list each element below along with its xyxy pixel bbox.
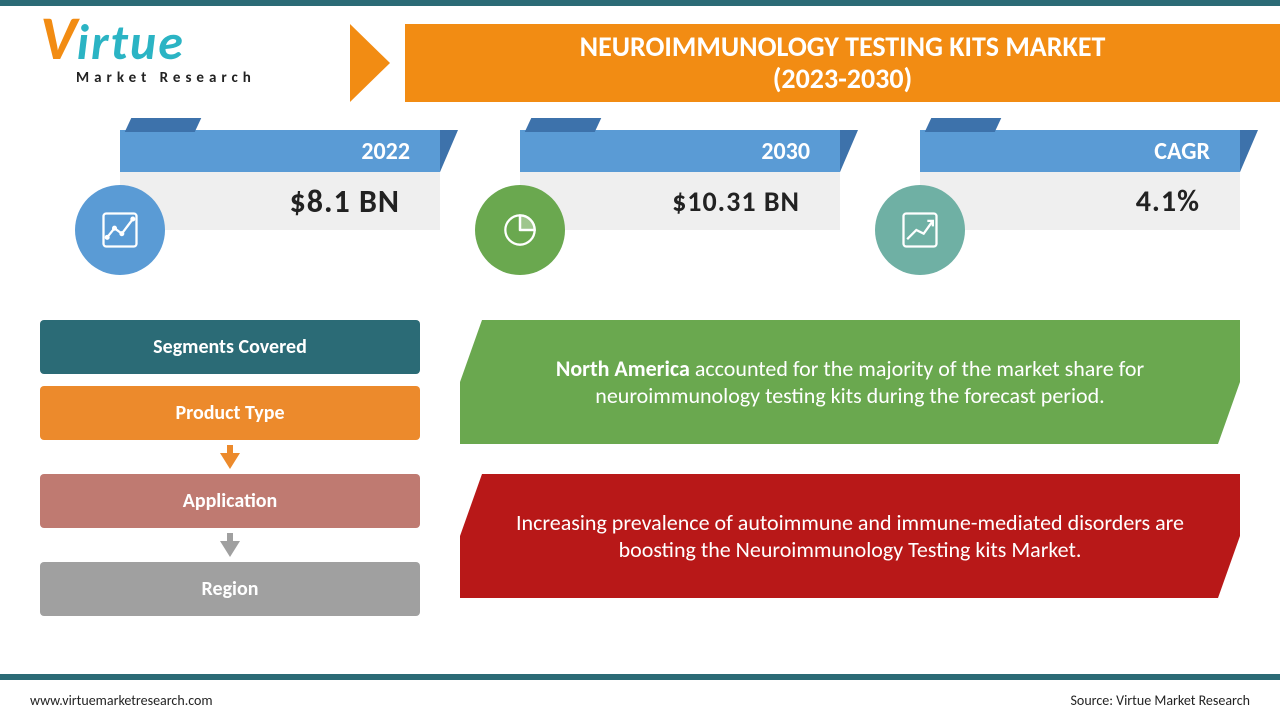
pie-chart-icon — [475, 185, 565, 275]
stat-tab: CAGR — [920, 130, 1240, 172]
callouts-panel: North America accounted for the majority… — [460, 320, 1240, 598]
segment-region: Region — [40, 562, 420, 616]
tab-decoration — [125, 118, 202, 132]
decorative-bar-top — [0, 0, 1280, 6]
callout-region: North America accounted for the majority… — [460, 320, 1240, 444]
stats-row: 2022 $8.1 BN 2030 $10.31 BN CAGR 4.1% — [0, 130, 1280, 290]
segments-panel: Segments Covered Product Type Applicatio… — [40, 320, 420, 616]
stat-year: 2030 — [761, 137, 810, 166]
callout-driver: Increasing prevalence of autoimmune and … — [460, 474, 1240, 598]
line-chart-icon — [75, 185, 165, 275]
arrow-down-icon — [40, 528, 420, 562]
title-bar: NEUROIMMUNOLOGY TESTING KITS MARKET (202… — [405, 24, 1280, 102]
logo-tagline: Market Research — [76, 69, 340, 87]
arrow-down-icon — [40, 440, 420, 474]
stat-year: CAGR — [1154, 137, 1210, 166]
stat-card-cagr: CAGR 4.1% — [920, 130, 1240, 230]
page-title: NEUROIMMUNOLOGY TESTING KITS MARKET (202… — [580, 31, 1106, 95]
segments-heading: Segments Covered — [40, 320, 420, 374]
footer: www.virtuemarketresearch.com Source: Vir… — [0, 680, 1280, 720]
segment-product-type: Product Type — [40, 386, 420, 440]
footer-url: www.virtuemarketresearch.com — [30, 692, 213, 709]
stat-year: 2022 — [361, 137, 410, 166]
stat-card-2030: 2030 $10.31 BN — [520, 130, 840, 230]
logo-rest: irtue — [77, 12, 185, 73]
callout-bold: North America — [556, 355, 690, 382]
stat-value: 4.1% — [920, 172, 1240, 230]
stat-card-2022: 2022 $8.1 BN — [120, 130, 440, 230]
logo: Virtue Market Research — [40, 12, 340, 102]
stat-value: $10.31 BN — [520, 172, 840, 230]
stat-tab: 2030 — [520, 130, 840, 172]
stat-value: $8.1 BN — [120, 172, 440, 230]
header: Virtue Market Research NEUROIMMUNOLOGY T… — [0, 12, 1280, 90]
stat-tab: 2022 — [120, 130, 440, 172]
footer-source: Source: Virtue Market Research — [1071, 692, 1251, 709]
chevron-icon — [350, 24, 390, 102]
tab-decoration — [525, 118, 602, 132]
tab-decoration — [925, 118, 1002, 132]
segment-application: Application — [40, 474, 420, 528]
infographic-page: Virtue Market Research NEUROIMMUNOLOGY T… — [0, 0, 1280, 720]
logo-initial: V — [40, 0, 77, 76]
growth-chart-icon — [875, 185, 965, 275]
callout-text: Increasing prevalence of autoimmune and … — [516, 509, 1184, 563]
